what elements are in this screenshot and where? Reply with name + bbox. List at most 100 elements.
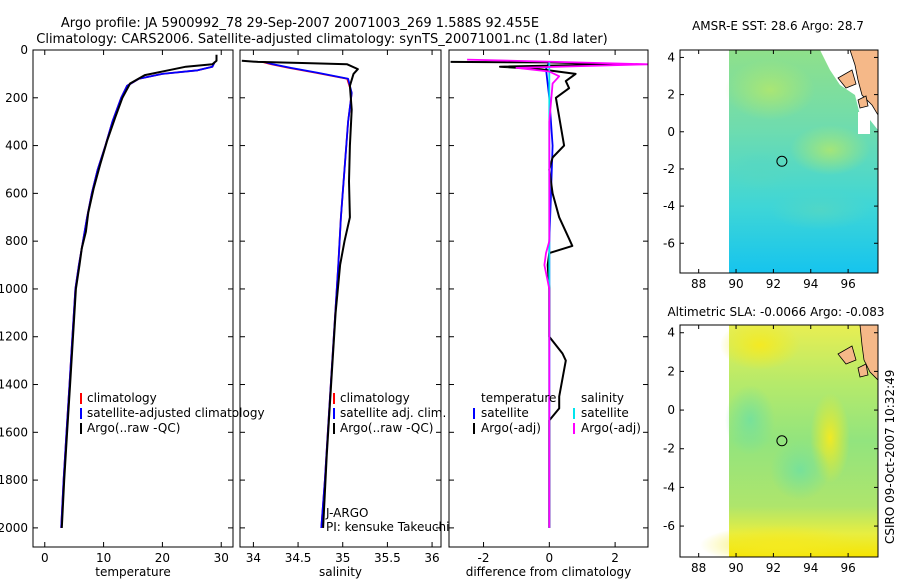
sla-map-frame xyxy=(679,324,879,558)
map-lat-tick-label: -2 xyxy=(663,162,675,176)
map-lon-tick-label: 90 xyxy=(728,277,743,291)
depth-tick-label: 1000 xyxy=(0,282,28,296)
temperature-profile-frame xyxy=(32,49,234,548)
difference-profile-xtick-label: -2 xyxy=(478,551,490,565)
series-salinity-profile-2 xyxy=(241,59,359,528)
depth-tick-label: 400 xyxy=(5,139,28,153)
salinity-profile-xtick-label: 36 xyxy=(424,551,439,565)
series-difference-profile-1 xyxy=(450,60,620,528)
legend-label: satellite xyxy=(581,406,629,420)
map-lat-tick-label: 4 xyxy=(667,326,675,340)
float-project-label: J-ARGO xyxy=(325,506,368,520)
legend-label: Argo(-adj) xyxy=(581,421,641,435)
legend-label: climatology xyxy=(87,391,157,405)
temperature-profile-xtick-label: 0 xyxy=(41,551,49,565)
salinity-panel: 34 34.5 35 35.5 36 salinity climatologysatelli… xyxy=(239,49,449,579)
map-lon-tick-label: 94 xyxy=(803,561,818,575)
sla-map-field xyxy=(680,325,878,557)
sst-map-field xyxy=(680,50,878,273)
sst-map-axes: 88 90 92 94 96 4 2 0 -2 -4 -6 xyxy=(663,50,878,291)
series-temperature-profile-2 xyxy=(60,54,218,528)
map-lat-tick-label: -4 xyxy=(663,480,675,494)
legend-label: climatology xyxy=(340,391,410,405)
legend-swatch xyxy=(573,423,575,434)
salinity-profile-xlabel: salinity xyxy=(319,565,362,579)
map-lon-tick-label: 88 xyxy=(691,561,706,575)
depth-tick-label: 2000 xyxy=(0,521,28,535)
difference-profile-xtick-label: 0 xyxy=(546,551,554,565)
series-salinity-profile-1 xyxy=(263,61,353,528)
legend-label: satellite-adjusted climatology xyxy=(87,406,265,420)
legend-heading-temperature: temperature xyxy=(481,391,556,405)
map-lon-tick-label: 90 xyxy=(728,561,743,575)
map-lat-tick-label: 0 xyxy=(667,403,675,417)
legend-swatch xyxy=(80,408,82,419)
legend-swatch xyxy=(333,393,335,404)
difference-profile-frame xyxy=(448,49,649,548)
map-lon-tick-label: 96 xyxy=(840,561,855,575)
depth-tick-label: 1600 xyxy=(0,425,28,439)
legend-swatch xyxy=(573,408,575,419)
sla-map-title: Altimetric SLA: -0.0066 Argo: -0.083 xyxy=(667,305,884,319)
salinity-profile-xtick-label: 34.5 xyxy=(285,551,312,565)
depth-tick-label: 1800 xyxy=(0,473,28,487)
legend-label: Argo(..raw -QC) xyxy=(87,421,180,435)
temperature-profile-xtick-label: 20 xyxy=(155,551,170,565)
header-line-2: Climatology: CARS2006. Satellite-adjuste… xyxy=(36,32,608,47)
series-salinity-profile-0 xyxy=(262,61,353,528)
depth-tick-label: 800 xyxy=(5,234,28,248)
temperature-profile-xtick-label: 10 xyxy=(96,551,111,565)
temperature-panel: 0 10 20 30 temperature 0 200 400 600 800 1000 1200 1… xyxy=(0,43,265,579)
salinity-profile-xtick-label: 34 xyxy=(246,551,261,565)
map-lon-tick-label: 96 xyxy=(840,277,855,291)
map-lat-tick-label: 2 xyxy=(667,364,675,378)
map-lon-tick-label: 92 xyxy=(766,561,781,575)
legend-swatch xyxy=(473,408,475,419)
map-lon-tick-label: 92 xyxy=(766,277,781,291)
depth-tick-label: 1200 xyxy=(0,330,28,344)
map-lat-tick-label: 2 xyxy=(667,88,675,102)
map-lat-tick-label: -4 xyxy=(663,199,675,213)
map-lat-tick-label: -6 xyxy=(663,236,675,250)
sla-map-axes: 88 90 92 94 96 4 2 0 -2 -4 -6 xyxy=(663,325,878,575)
map-lat-tick-label: -6 xyxy=(663,519,675,533)
difference-profile-xlabel: difference from climatology xyxy=(466,565,632,579)
map-lat-tick-label: -2 xyxy=(663,442,675,456)
legend-swatch xyxy=(80,393,82,404)
temperature-profile-xtick-label: 30 xyxy=(214,551,229,565)
series-difference-profile-3 xyxy=(467,58,648,528)
float-pi-label: PI: kensuke Takeuchi xyxy=(326,520,449,534)
legend-swatch xyxy=(333,423,335,434)
legend-heading-salinity: salinity xyxy=(581,391,624,405)
map-lat-tick-label: 4 xyxy=(667,50,675,64)
sst-map-frame xyxy=(679,49,879,274)
sla-argo-marker xyxy=(776,435,788,447)
depth-tick-label: 1400 xyxy=(0,378,28,392)
map-lon-tick-label: 88 xyxy=(691,277,706,291)
legend-label: satellite xyxy=(481,406,529,420)
legend-swatch xyxy=(80,423,82,434)
legend-label: Argo(..raw -QC) xyxy=(340,421,433,435)
series-temperature-profile-1 xyxy=(60,61,216,528)
sst-argo-marker xyxy=(776,155,788,167)
depth-tick-label: 600 xyxy=(5,186,28,200)
legend-swatch xyxy=(333,408,335,419)
series-temperature-profile-0 xyxy=(60,61,216,528)
map-lon-tick-label: 94 xyxy=(803,277,818,291)
salinity-profile-xtick-label: 35 xyxy=(335,551,350,565)
temperature-profile-xlabel: temperature xyxy=(95,565,170,579)
legend-swatch xyxy=(473,423,475,434)
side-label: CSIRO 09-Oct-2007 10:32:49 xyxy=(883,370,897,544)
header-line-1: Argo profile: JA 5900992_78 29-Sep-2007 … xyxy=(61,16,539,31)
map-lat-tick-label: 0 xyxy=(667,125,675,139)
sst-map-title: AMSR-E SST: 28.6 Argo: 28.7 xyxy=(692,19,864,33)
depth-tick-label: 200 xyxy=(5,91,28,105)
salinity-profile-xtick-label: 35.5 xyxy=(374,551,401,565)
legend-label: satellite adj. clim. xyxy=(340,406,446,420)
legend-label: Argo(-adj) xyxy=(481,421,541,435)
depth-tick-label: 0 xyxy=(20,43,28,57)
salinity-profile-frame xyxy=(239,49,442,548)
difference-profile-xtick-label: 2 xyxy=(611,551,619,565)
